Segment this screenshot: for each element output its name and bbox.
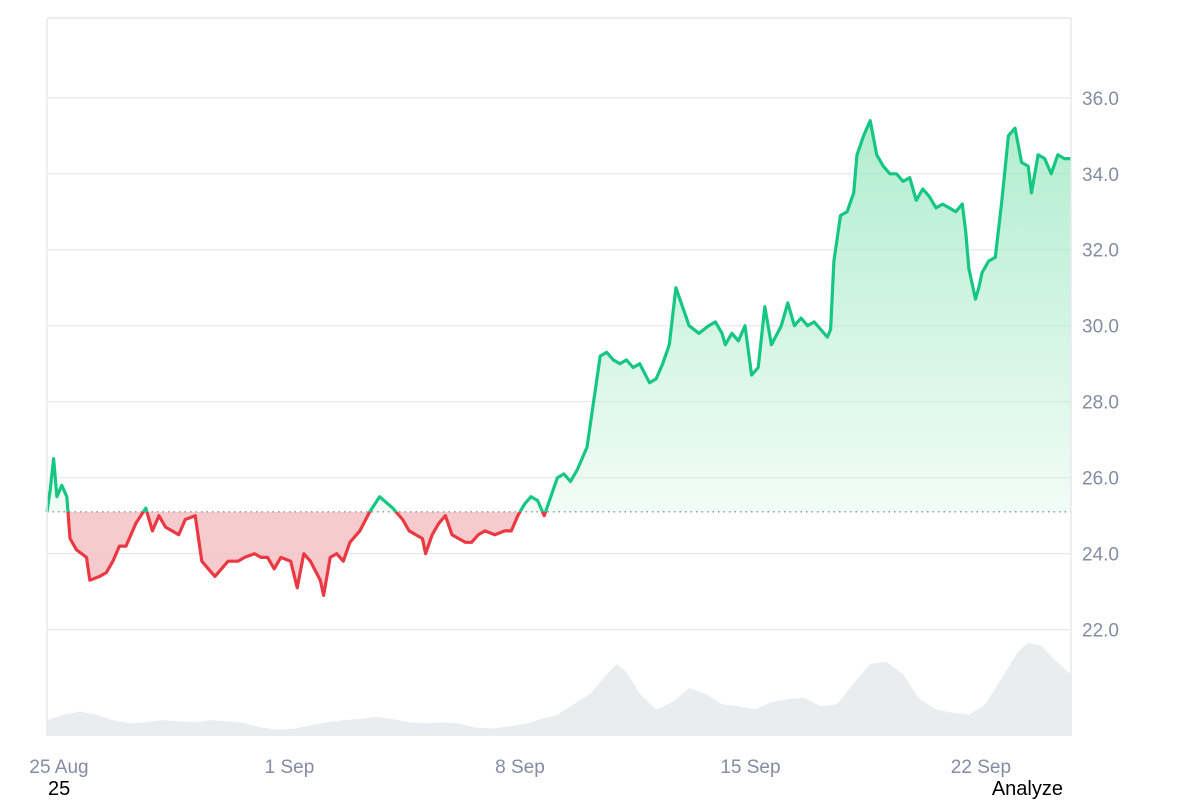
- y-tick-label: 32.0: [1082, 241, 1119, 262]
- volume-area: [47, 642, 1071, 736]
- y-tick-label: 26.0: [1082, 469, 1119, 490]
- y-tick-label: 28.0: [1082, 393, 1119, 414]
- x-tick-label: 15 Sep: [720, 757, 780, 778]
- price-line-below-baseline: [46, 511, 548, 597]
- x-axis-ticks: 25 Aug 1 Sep 8 Sep 15 Sep 22 Sep: [29, 757, 1011, 778]
- y-tick-label: 36.0: [1082, 89, 1119, 110]
- analyze-link[interactable]: Analyze: [991, 778, 1063, 800]
- y-tick-label: 22.0: [1082, 621, 1119, 642]
- x-tick-label: 8 Sep: [495, 757, 545, 778]
- plot-frame: [46, 17, 1072, 736]
- y-tick-label: 24.0: [1082, 545, 1119, 566]
- y-tick-label: 30.0: [1082, 317, 1119, 338]
- y-axis-ticks: 36.0 34.0 32.0 30.0 28.0 26.0 24.0 22.0: [1082, 89, 1119, 642]
- area-fill-above-baseline: [47, 120, 1071, 512]
- footer-left-text: 25: [48, 778, 71, 800]
- area-fill-below-baseline: [47, 511, 1071, 596]
- y-tick-label: 34.0: [1082, 165, 1119, 186]
- x-tick-label: 1 Sep: [265, 757, 315, 778]
- x-tick-label: 22 Sep: [951, 757, 1011, 778]
- x-tick-label: 25 Aug: [29, 757, 88, 778]
- price-line-above-baseline: [45, 119, 1071, 512]
